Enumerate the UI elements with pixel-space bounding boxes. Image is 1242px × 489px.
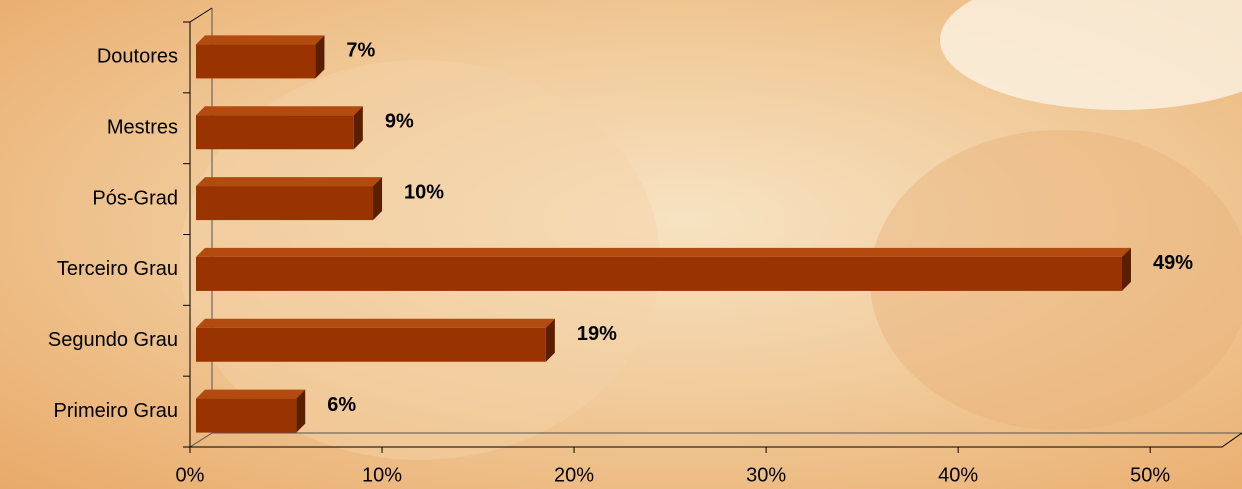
value-label: 7% bbox=[346, 40, 375, 62]
bar-top bbox=[196, 177, 383, 187]
bar-top bbox=[196, 35, 325, 45]
bar-side bbox=[353, 106, 363, 150]
bar bbox=[196, 256, 1122, 291]
bar-side bbox=[1121, 247, 1131, 291]
bar-side bbox=[373, 177, 383, 221]
x-tick-label: 10% bbox=[362, 464, 402, 486]
bar bbox=[196, 44, 316, 79]
bar bbox=[196, 186, 374, 221]
value-label: 6% bbox=[327, 394, 356, 416]
y-tick-label: Terceiro Grau bbox=[57, 258, 178, 280]
value-label: 10% bbox=[404, 181, 444, 203]
bar bbox=[196, 398, 297, 433]
y-tick-label: Segundo Grau bbox=[48, 329, 178, 351]
x-tick-label: 0% bbox=[176, 464, 205, 486]
floor-front bbox=[190, 432, 1242, 448]
bar-top bbox=[196, 389, 306, 399]
y-tick-label: Pós-Grad bbox=[92, 187, 178, 209]
y-tick-label: Primeiro Grau bbox=[54, 400, 178, 422]
bar-top bbox=[196, 247, 1131, 257]
bar-side bbox=[545, 318, 555, 362]
bar-side bbox=[296, 389, 306, 433]
bar bbox=[196, 327, 546, 362]
x-tick-label: 50% bbox=[1130, 464, 1170, 486]
x-tick-label: 20% bbox=[554, 464, 594, 486]
value-label: 9% bbox=[385, 111, 414, 133]
value-label: 49% bbox=[1153, 252, 1193, 274]
y-tick-label: Doutores bbox=[97, 46, 178, 68]
value-label: 19% bbox=[577, 323, 617, 345]
bar-side bbox=[315, 35, 325, 79]
x-tick-label: 40% bbox=[938, 464, 978, 486]
background-glow bbox=[940, 0, 1242, 110]
bar-top bbox=[196, 106, 363, 116]
y-tick-label: Mestres bbox=[107, 117, 178, 139]
x-tick-label: 30% bbox=[746, 464, 786, 486]
bar bbox=[196, 115, 354, 150]
bar-top bbox=[196, 318, 555, 328]
